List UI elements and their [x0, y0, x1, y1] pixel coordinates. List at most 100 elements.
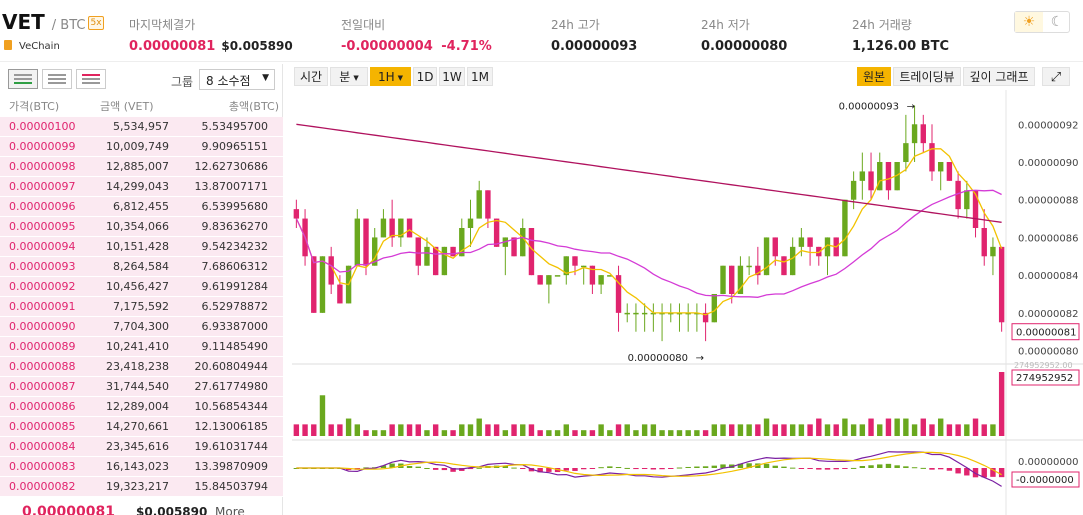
ask-amount: 10,456,427 — [106, 280, 169, 293]
volume-bar — [702, 430, 709, 436]
orderbook-row[interactable]: 0.00000089 10,241,410 9.11485490 — [0, 337, 283, 357]
orderbook-row[interactable]: 0.00000085 14,270,661 12.13006185 — [0, 417, 283, 437]
candle-body — [964, 190, 970, 210]
volume-bar — [885, 418, 892, 436]
volume-bar — [807, 424, 813, 436]
leverage-badge[interactable]: 5x — [88, 16, 104, 30]
orderbook-row[interactable]: 0.00000099 10,009,749 9.90965151 — [0, 137, 283, 157]
change-label: 전일대비 — [341, 18, 386, 32]
macd-line — [296, 451, 1002, 487]
orderbook-row[interactable]: 0.00000082 19,323,217 15.84503794 — [0, 477, 283, 497]
price-chart[interactable]: 0.00000092 0.00000090 0.00000088 0.00000086… — [292, 90, 1083, 515]
orderbook-footer: 0.00000081 $0.005890 More — [0, 500, 283, 515]
macd-histogram-bar — [676, 467, 683, 469]
orderbook-row[interactable]: 0.00000098 12,885,007 12.62730686 — [0, 157, 283, 177]
candle-body — [546, 275, 552, 285]
low-marker-label: 0.00000080 — [628, 353, 688, 364]
col-total: 총액(BTC) — [228, 100, 279, 113]
macd-histogram-bar — [877, 464, 883, 468]
expand-icon[interactable]: ⤢ — [1042, 67, 1070, 86]
tradingview-button[interactable]: 트레이딩뷰 — [893, 67, 961, 86]
volume-bar — [615, 424, 622, 436]
candle-body — [929, 143, 935, 172]
orderbook-row[interactable]: 0.00000083 16,143,023 13.39870909 — [0, 457, 283, 477]
candle-body — [363, 218, 369, 266]
orderbook-view-bids-icon[interactable] — [42, 69, 72, 89]
month-button[interactable]: 1M — [467, 67, 493, 86]
macd-histogram-bar — [955, 468, 961, 474]
ask-total: 6.52978872 — [201, 300, 268, 313]
candle-body — [789, 246, 796, 276]
candle-body — [807, 237, 813, 247]
orderbook-row[interactable]: 0.00000088 23,418,238 20.60804944 — [0, 357, 283, 377]
volume-bar — [493, 424, 500, 436]
ma-long-line — [296, 123, 1002, 223]
ask-price: 0.00000086 — [9, 400, 76, 413]
candle-body — [755, 265, 761, 276]
day-button[interactable]: 1D — [413, 67, 437, 86]
orderbook-row[interactable]: 0.00000087 31,744,540 27.61774980 — [0, 377, 283, 397]
macd-histogram-bar — [911, 467, 918, 469]
time-button[interactable]: 시간 — [294, 67, 328, 86]
ma-mid-line — [295, 189, 1002, 298]
orderbook-view-asks-icon[interactable] — [76, 69, 106, 89]
ask-amount: 23,418,238 — [106, 360, 169, 373]
ask-amount: 31,744,540 — [106, 380, 169, 393]
ask-total: 9.61991284 — [201, 280, 268, 293]
last-price-stat: 마지막체결가 0.00000081 $0.005890 — [129, 16, 293, 54]
macd-histogram-bar — [520, 468, 526, 469]
candle-body — [633, 312, 639, 315]
minute-dropdown[interactable]: 분 ▼ — [330, 67, 368, 86]
group-select-value: 8 소수점 — [206, 74, 251, 88]
candle-body — [990, 246, 996, 257]
orderbook-view-both-icon[interactable] — [8, 69, 38, 89]
volume-bar — [311, 424, 317, 436]
orderbook-row[interactable]: 0.00000094 10,151,428 9.54234232 — [0, 237, 283, 257]
sun-icon[interactable]: ☀ — [1015, 12, 1043, 32]
orderbook-header: 가격(BTC) 금액 (VET) 총액(BTC) — [0, 96, 283, 116]
candle-body — [493, 218, 500, 247]
orderbook-row[interactable]: 0.00000090 7,704,300 6.93387000 — [0, 317, 283, 337]
orderbook-row[interactable]: 0.00000100 5,534,957 5.53495700 — [0, 117, 283, 137]
group-select[interactable]: 8 소수점 ▼ — [199, 69, 275, 90]
candle-body — [520, 228, 526, 257]
theme-toggle[interactable]: ☀ ☾ — [1014, 11, 1070, 33]
chart-toolbar: 시간 분 ▼ 1H ▼ 1D 1W 1M 원본 트레이딩뷰 깊이 그래프 ⤢ — [292, 64, 1083, 88]
orderbook-row[interactable]: 0.00000084 23,345,616 19.61031744 — [0, 437, 283, 457]
volume-bar — [859, 424, 866, 436]
macd-histogram-bar — [537, 468, 543, 473]
volume-bar — [877, 424, 883, 436]
more-button[interactable]: More — [215, 505, 245, 515]
orderbook-row[interactable]: 0.00000086 12,289,004 10.56854344 — [0, 397, 283, 417]
volume-bar — [763, 418, 770, 436]
candle-body — [328, 256, 334, 285]
original-chart-button[interactable]: 원본 — [857, 67, 891, 86]
moon-icon[interactable]: ☾ — [1050, 14, 1064, 30]
volume-bar — [868, 418, 874, 436]
volume-bar — [937, 418, 944, 436]
macd-histogram-bar — [607, 466, 613, 468]
candle-body — [432, 246, 439, 276]
orderbook-row[interactable]: 0.00000091 7,175,592 6.52978872 — [0, 297, 283, 317]
volume-bar — [650, 424, 657, 436]
ask-amount: 14,299,043 — [106, 180, 169, 193]
volume-bar — [737, 424, 744, 436]
macd-histogram-bar — [772, 465, 778, 468]
volume-bar — [337, 424, 343, 436]
orderbook-row[interactable]: 0.00000096 6,812,455 6.53995680 — [0, 197, 283, 217]
orderbook-row[interactable]: 0.00000095 10,354,066 9.83636270 — [0, 217, 283, 237]
orderbook-row[interactable]: 0.00000093 8,264,584 7.68606312 — [0, 257, 283, 277]
macd-histogram-bar — [903, 466, 909, 468]
week-button[interactable]: 1W — [439, 67, 465, 86]
orderbook-toolbar: 그룹 8 소수점 ▼ — [0, 64, 283, 94]
volume-bar — [372, 430, 378, 436]
volume-value: 1,126.00 BTC — [852, 39, 949, 54]
volume-bar — [746, 424, 752, 436]
candle-body — [746, 265, 752, 268]
orderbook-row[interactable]: 0.00000097 14,299,043 13.87007171 — [0, 177, 283, 197]
hour-dropdown[interactable]: 1H ▼ — [370, 67, 411, 86]
volume-bar — [459, 424, 465, 436]
depth-chart-button[interactable]: 깊이 그래프 — [963, 67, 1035, 86]
macd-histogram-bar — [920, 467, 926, 469]
orderbook-row[interactable]: 0.00000092 10,456,427 9.61991284 — [0, 277, 283, 297]
